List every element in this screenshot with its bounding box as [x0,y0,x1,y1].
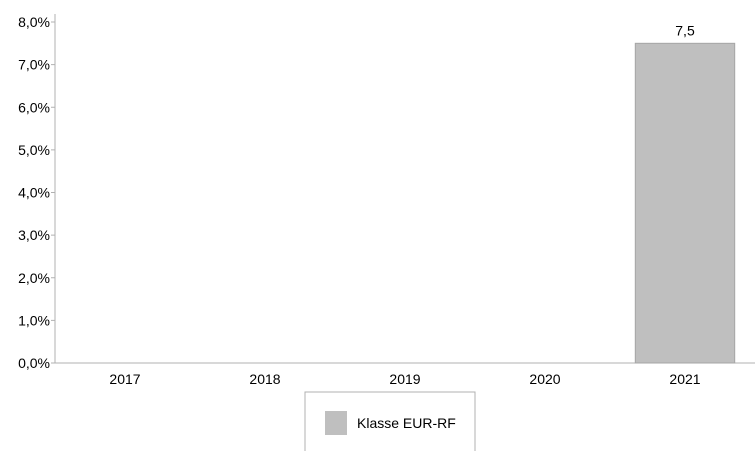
x-tick-label: 2017 [109,371,140,387]
data-label: 7,5 [675,22,695,38]
y-tick-label: 3,0% [18,227,50,243]
x-tick-label: 2020 [529,371,560,387]
y-tick-label: 2,0% [18,270,50,286]
y-axis: 0,0% 1,0% 2,0% 3,0% 4,0% 5,0% 6,0% 7,0% 8,0% [18,14,56,371]
legend-swatch [325,411,347,435]
y-tick-label: 0,0% [18,355,50,371]
legend-entry: Klasse EUR-RF [357,415,456,431]
y-tick-label: 5,0% [18,142,50,158]
y-tick-label: 7,0% [18,57,50,73]
bar-series [634,42,736,364]
x-tick-label: 2021 [669,371,700,387]
y-tick-label: 8,0% [18,14,50,30]
legend: Klasse EUR-RF [304,391,476,451]
bar [634,42,736,364]
data-labels: 7,5 [675,22,695,38]
x-tick-label: 2019 [389,371,420,387]
y-tick-label: 1,0% [18,312,50,328]
y-tick-label: 6,0% [18,99,50,115]
y-tick-label: 4,0% [18,185,50,201]
x-axis: 2017 2018 2019 2020 2021 [55,362,755,387]
x-tick-label: 2018 [249,371,280,387]
